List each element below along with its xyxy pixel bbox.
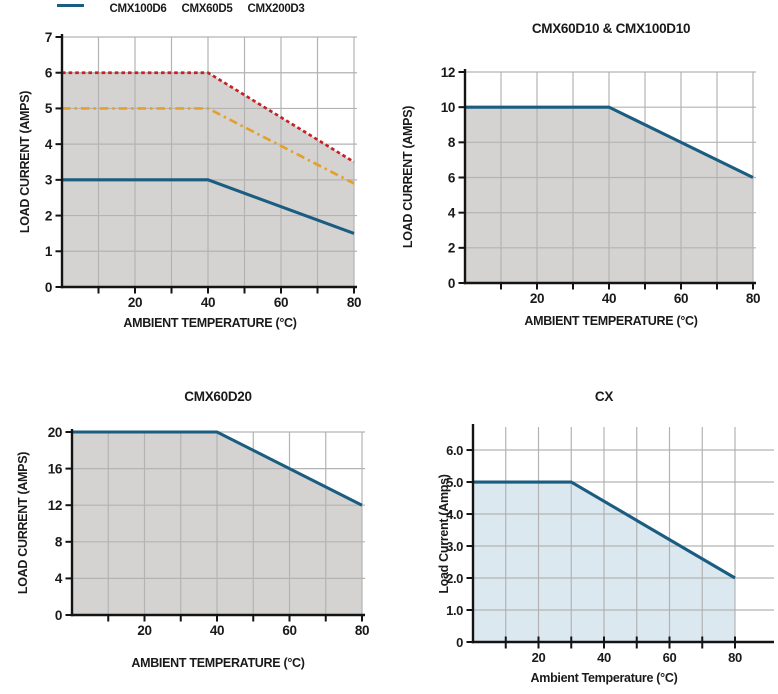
y-tick-label: 7 <box>45 30 52 45</box>
y-tick-label: 0 <box>45 280 52 295</box>
x-tick-label: 60 <box>274 295 288 310</box>
x-tick-label: 60 <box>663 650 677 665</box>
legend-label: CMX100D6 <box>109 3 167 15</box>
x-axis-title: AMBIENT TEMPERATURE (°C) <box>131 656 305 670</box>
y-tick-label: 2.0 <box>446 571 463 586</box>
chart-cmx60d20: CMX60D20 LOAD CURRENT (AMPS) 0 4 8 12 16 20 20… <box>0 378 389 694</box>
chart-cmx100d6-cmx60d5-cmx200d3: CMX100D6 CMX60D5 CMX200D3 LOAD CURRENT (AM… <box>0 0 389 346</box>
series-line <box>62 178 355 235</box>
x-tick-label: 80 <box>347 295 361 310</box>
plot-area: 0 1 2 3 4 5 6 7 20 40 60 80 <box>45 30 362 310</box>
x-tick-label: 60 <box>674 291 688 306</box>
x-tick-label: 40 <box>210 623 224 638</box>
plot-area: 0 4 8 12 16 20 20 40 60 80 <box>48 425 370 638</box>
y-tick-label: 1.0 <box>446 603 463 618</box>
chart-title: CMX60D20 <box>184 389 252 404</box>
y-tick-label: 4 <box>45 137 53 152</box>
y-tick-label: 12 <box>48 498 62 513</box>
x-tick-label: 60 <box>282 623 296 638</box>
legend-label: CMX60D5 <box>181 3 233 15</box>
x-tick-label: 40 <box>597 650 611 665</box>
chart-legend: CMX100D6 CMX60D5 CMX200D3 <box>56 1 358 17</box>
y-tick-label: 0 <box>55 608 62 623</box>
chart-cmx60d10-cmx100d10: CMX60D10 & CMX100D10 LOAD CURRENT (AMPS)… <box>388 0 778 346</box>
y-tick-label: 16 <box>48 461 63 476</box>
y-tick-label: 4.0 <box>446 507 463 522</box>
x-axis-title: AMBIENT TEMPERATURE (°C) <box>524 314 698 328</box>
plot-area: 0 2 4 6 8 10 12 20 40 60 80 <box>441 65 761 306</box>
y-tick-label: 8 <box>448 135 456 150</box>
legend-label: CMX200D3 <box>247 3 305 15</box>
x-axis-title: AMBIENT TEMPERATURE (°C) <box>123 316 297 330</box>
x-tick-label: 20 <box>137 623 151 638</box>
series-line <box>465 105 754 179</box>
y-tick-label: 2 <box>448 241 455 256</box>
y-tick-label: 12 <box>441 65 455 80</box>
chart-cx: CX Load Current (Amps) 0 1.0 2.0 3.0 4.0 5.0 6… <box>388 378 778 694</box>
chart-title: CMX60D10 & CMX100D10 <box>531 21 691 36</box>
x-tick-label: 20 <box>128 295 142 310</box>
y-tick-label: 2 <box>45 208 52 223</box>
chart-title: CX <box>594 389 614 404</box>
y-tick-label: 3.0 <box>446 539 463 554</box>
y-tick-label: 5.0 <box>446 475 463 490</box>
series-line <box>72 430 363 507</box>
y-tick-label: 8 <box>55 535 63 550</box>
legend-swatch-solid-line-icon <box>57 4 84 7</box>
series-line <box>62 71 355 164</box>
y-tick-label: 5 <box>45 101 53 116</box>
series-line <box>473 480 736 580</box>
x-axis-title: Ambient Temperature (°C) <box>530 671 678 685</box>
y-tick-label: 6 <box>448 170 456 185</box>
y-tick-label: 0 <box>456 635 463 650</box>
x-tick-label: 40 <box>602 291 616 306</box>
y-tick-label: 0 <box>448 276 455 291</box>
y-tick-label: 1 <box>45 244 53 259</box>
y-tick-label: 4 <box>448 205 456 220</box>
y-tick-label: 6 <box>45 66 53 81</box>
x-tick-label: 80 <box>355 623 369 638</box>
x-tick-label: 20 <box>532 650 546 665</box>
y-tick-label: 3 <box>45 173 53 188</box>
plot-area: 0 1.0 2.0 3.0 4.0 5.0 6.0 20 40 60 80 <box>446 424 774 665</box>
x-tick-label: 20 <box>530 291 544 306</box>
legend-item: CMX200D3 <box>57 3 305 15</box>
y-tick-label: 6.0 <box>446 443 463 458</box>
x-tick-label: 80 <box>746 291 760 306</box>
x-tick-label: 40 <box>201 295 215 310</box>
series-line <box>62 107 355 185</box>
y-tick-label: 4 <box>55 571 63 586</box>
y-tick-label: 10 <box>441 100 455 115</box>
y-tick-label: 20 <box>48 425 62 440</box>
x-tick-label: 80 <box>728 650 742 665</box>
